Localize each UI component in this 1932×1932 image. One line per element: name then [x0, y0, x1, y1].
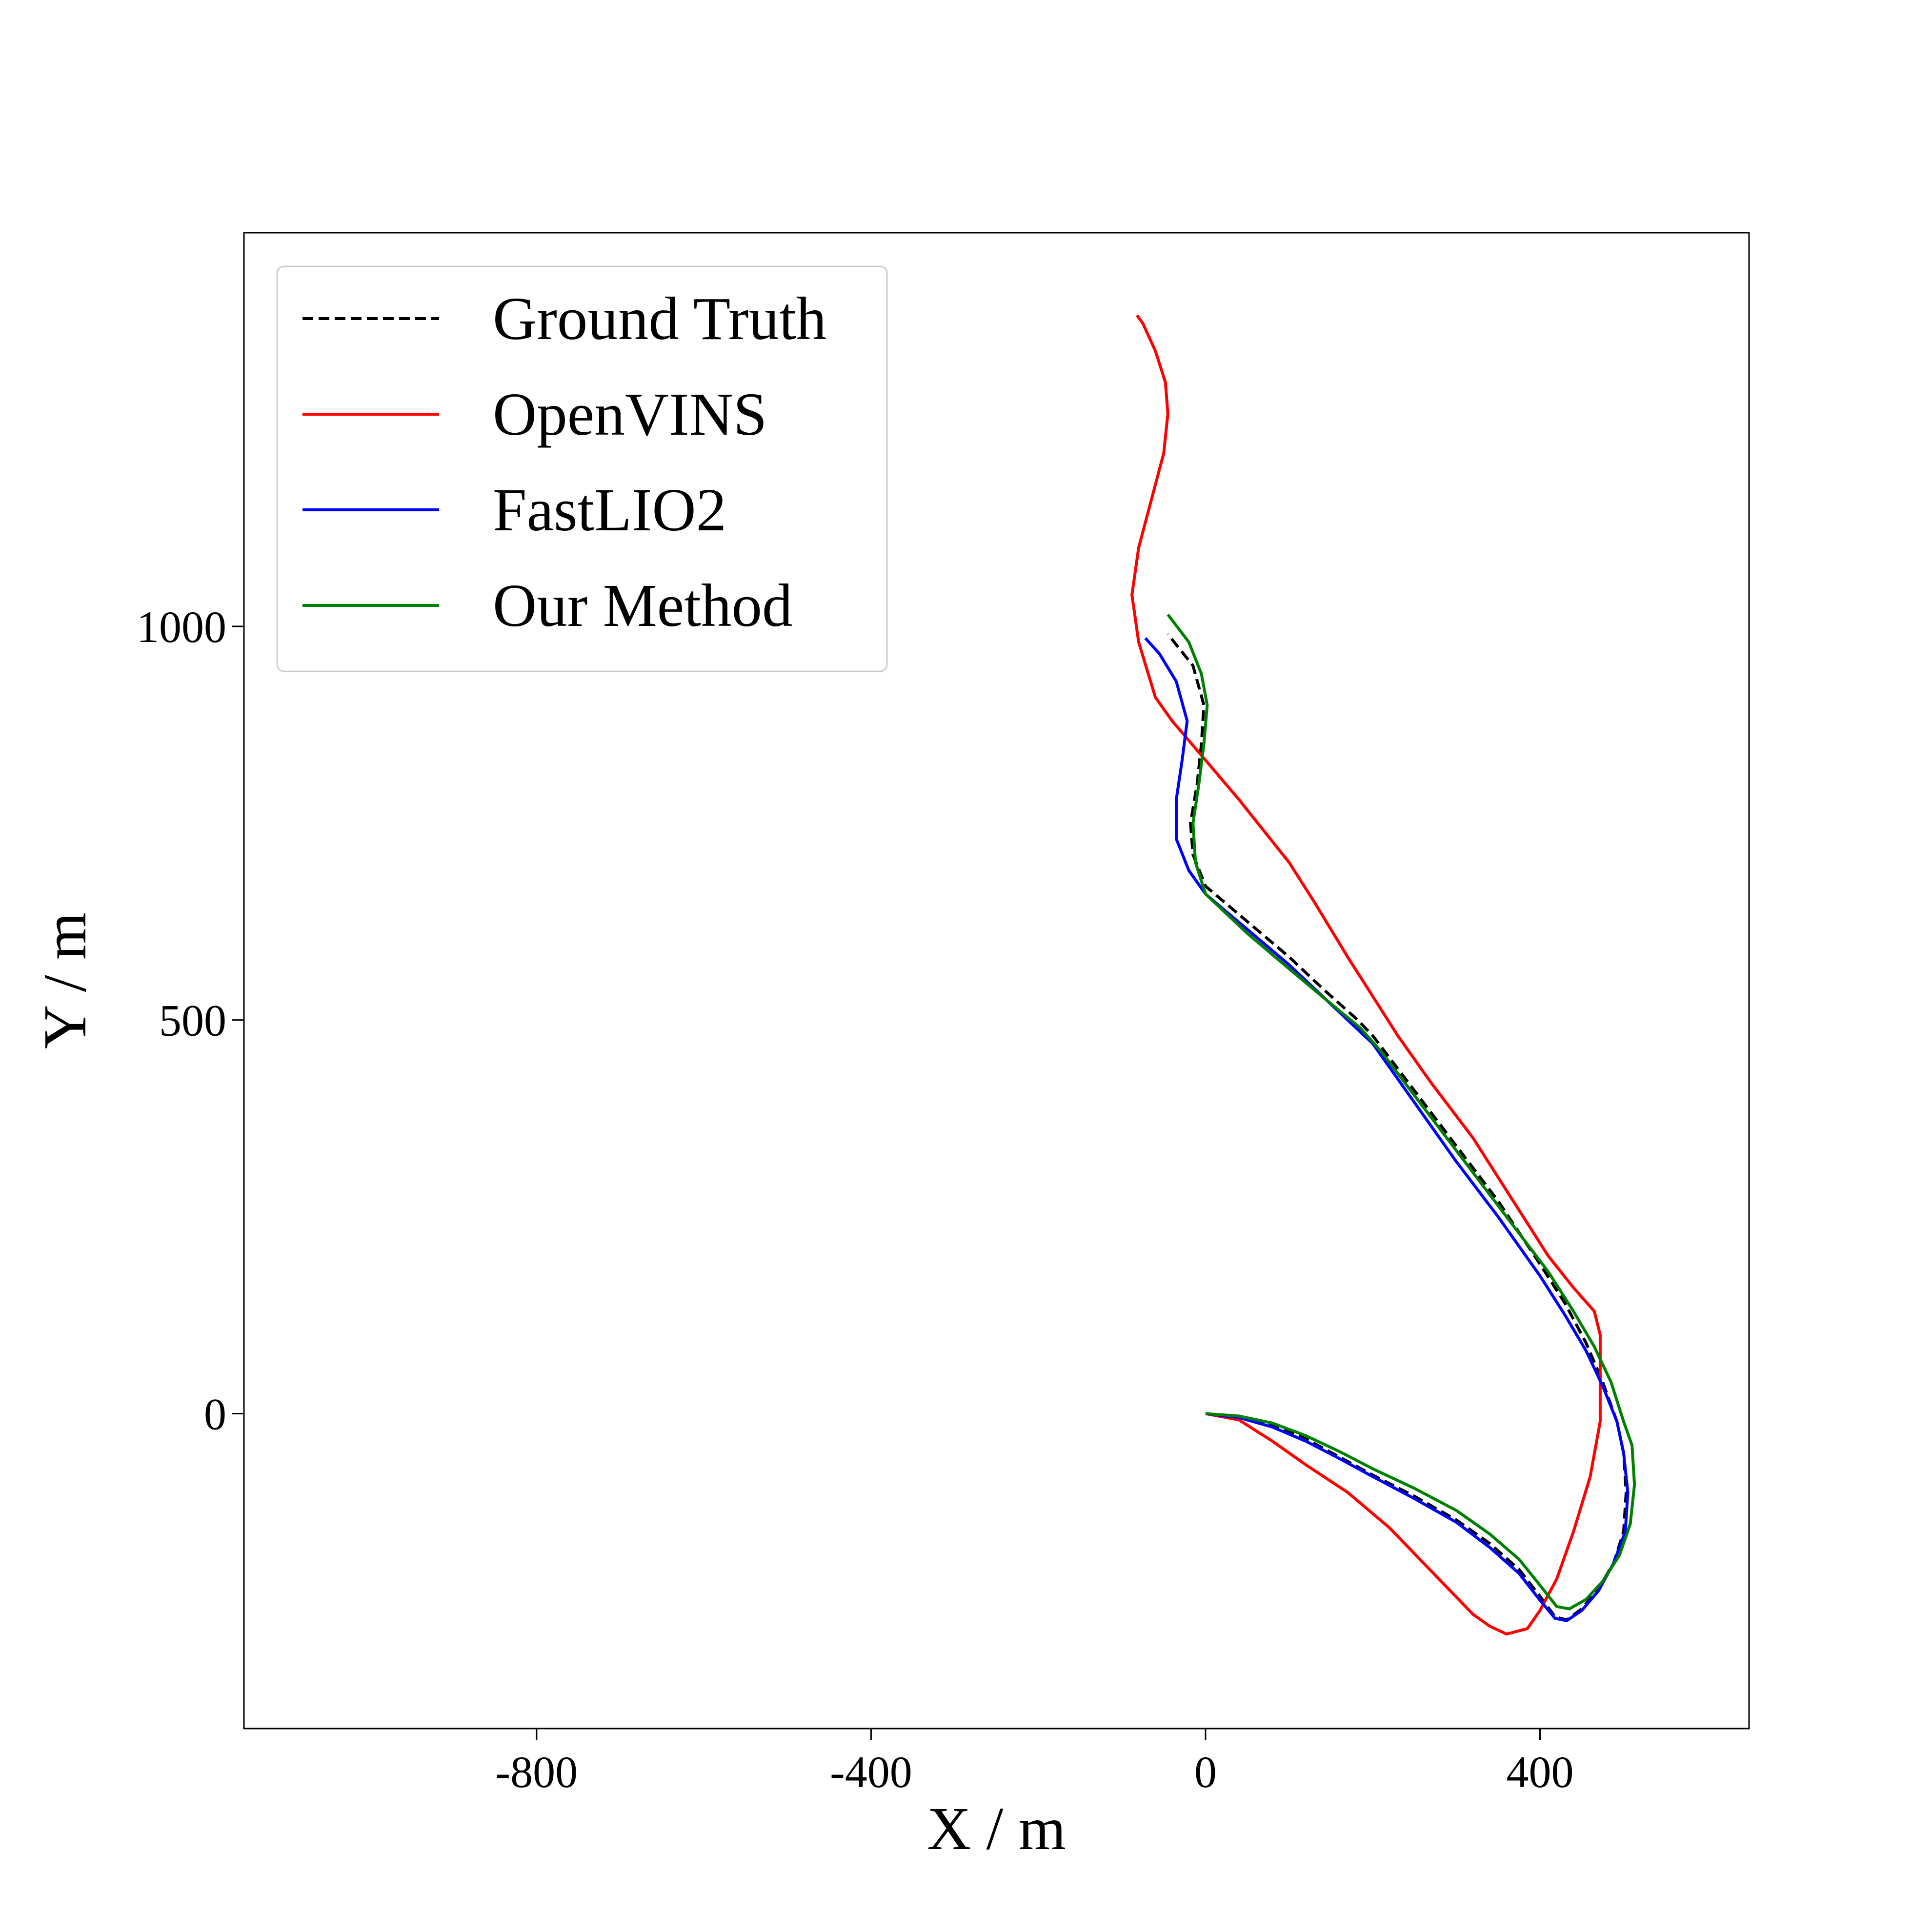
- legend-label: FastLIO2: [493, 477, 726, 544]
- legend-label: OpenVINS: [493, 381, 767, 448]
- x-tick-label: -400: [830, 1747, 912, 1797]
- ticks-layer: -800 -400 0 400 0 500 1000: [137, 602, 1574, 1797]
- x-tick-label: -800: [496, 1747, 578, 1797]
- x-tick-label: 0: [1194, 1747, 1217, 1797]
- y-tick-label: 500: [159, 996, 226, 1046]
- plot-frame: [243, 232, 1750, 1730]
- legend-label: Ground Truth: [493, 285, 826, 353]
- legend-items: Ground Truth OpenVINS FastLIO2 Our Method: [302, 285, 826, 640]
- series-line-our-method: [1167, 613, 1636, 1610]
- legend: Ground Truth OpenVINS FastLIO2 Our Method: [276, 265, 888, 672]
- y-axis-label: Y / m: [32, 912, 99, 1049]
- series-layer: [1130, 314, 1636, 1636]
- series-line-openvins: [1130, 314, 1602, 1636]
- x-tick-label: 400: [1507, 1747, 1574, 1797]
- y-tick-label: 1000: [137, 602, 226, 652]
- legend-box: [276, 265, 888, 672]
- x-axis-label: X / m: [927, 1795, 1066, 1863]
- legend-label: Our Method: [493, 572, 793, 640]
- y-tick-label: 0: [204, 1389, 226, 1439]
- series-line-fastlio2: [1144, 637, 1630, 1622]
